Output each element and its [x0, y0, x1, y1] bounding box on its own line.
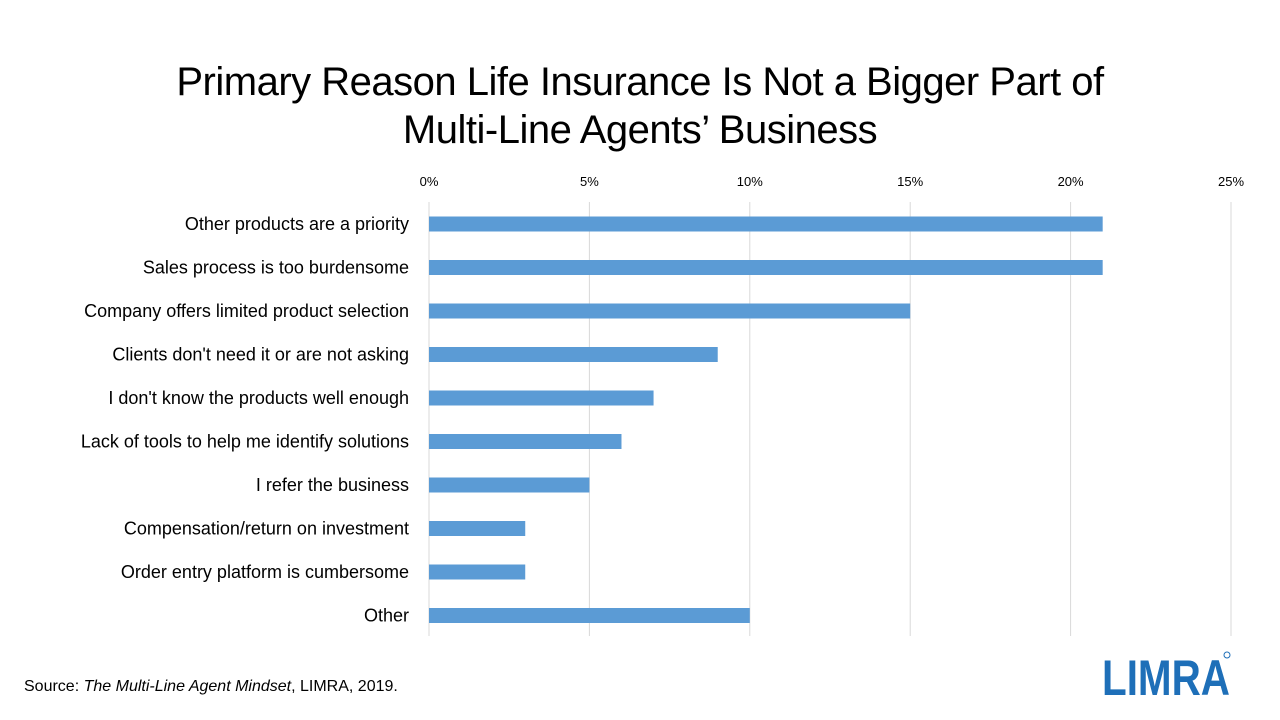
bar	[429, 303, 911, 319]
category-label: Clients don't need it or are not asking	[112, 345, 409, 365]
bars	[429, 216, 1103, 623]
x-tick-label: 5%	[580, 174, 599, 189]
x-tick-label: 10%	[737, 174, 763, 189]
limra-logo: LIMRA	[1102, 650, 1231, 698]
bar	[429, 564, 526, 580]
bar	[429, 216, 1103, 232]
registered-mark-icon	[1223, 651, 1231, 659]
chart-title: Primary Reason Life Insurance Is Not a B…	[0, 58, 1280, 154]
bar	[429, 608, 750, 623]
limra-logo-text: LIMRA	[1102, 650, 1230, 698]
category-label: Other	[364, 606, 409, 626]
category-label: Other products are a priority	[185, 214, 409, 234]
x-tick-label: 15%	[897, 174, 923, 189]
x-tick-label: 0%	[420, 174, 439, 189]
chart-title-line-1: Primary Reason Life Insurance Is Not a B…	[176, 60, 1104, 104]
category-label: Order entry platform is cumbersome	[121, 562, 409, 582]
bar	[429, 521, 526, 536]
bar	[429, 347, 718, 362]
x-tick-label: 20%	[1058, 174, 1084, 189]
bar	[429, 477, 590, 493]
chart-title-line-2: Multi-Line Agents’ Business	[402, 108, 878, 152]
source-prefix: Source:	[24, 678, 84, 695]
source-publication: The Multi-Line Agent Mindset	[83, 678, 292, 695]
bar	[429, 390, 654, 406]
x-axis-ticks: 0% 5% 10% 15% 20% 25%	[420, 174, 1245, 189]
category-label: I refer the business	[256, 475, 409, 495]
category-labels: Other products are a priority Sales proce…	[81, 214, 409, 626]
source-note: Source: The Multi-Line Agent Mindset, LI…	[24, 678, 398, 696]
source-suffix: , LIMRA, 2019.	[291, 678, 398, 695]
bar	[429, 434, 622, 449]
x-tick-label: 25%	[1218, 174, 1244, 189]
category-label: Sales process is too burdensome	[143, 258, 409, 278]
category-label: Lack of tools to help me identify soluti…	[81, 432, 409, 452]
category-label: Compensation/return on investment	[124, 519, 409, 539]
category-label: Company offers limited product selection	[84, 301, 409, 321]
category-label: I don't know the products well enough	[108, 388, 409, 408]
bar	[429, 260, 1103, 275]
